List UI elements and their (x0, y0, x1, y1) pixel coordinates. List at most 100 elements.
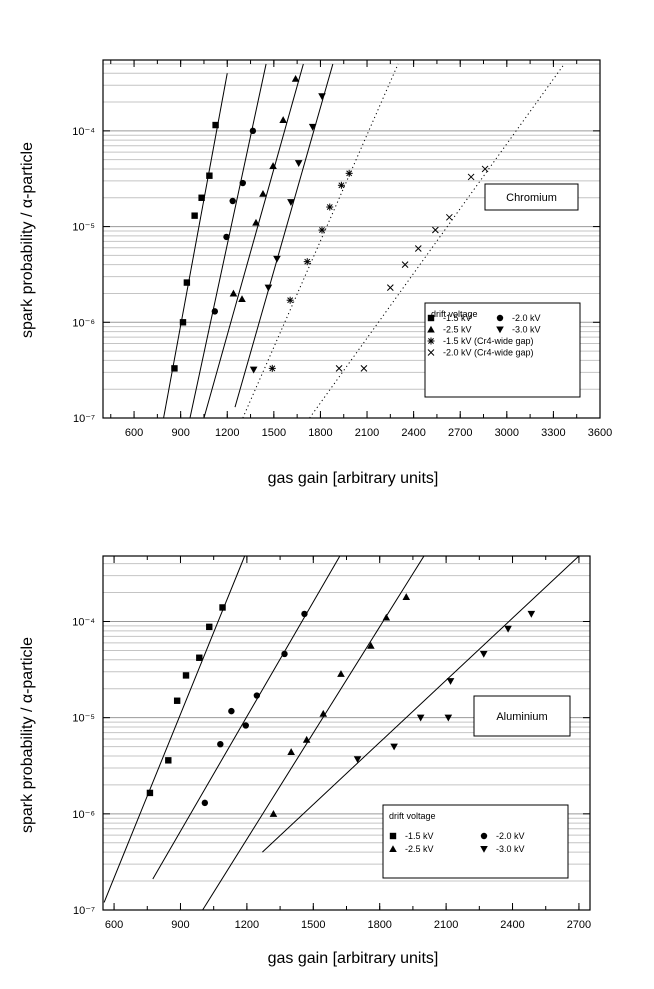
legend-entry: -1.5 kV (405, 831, 434, 841)
y-tick-label: 10⁻⁴ (72, 617, 95, 629)
x-tick-label: 1800 (308, 427, 332, 439)
data-point (390, 743, 398, 751)
data-point (481, 165, 489, 173)
data-point (303, 258, 311, 266)
grid (103, 63, 600, 390)
legend-entry: -2.0 kV (512, 313, 541, 323)
data-point (269, 162, 277, 169)
legend: drift voltage-1.5 kV -2.0 kV-2.5 kV -3.0 k… (382, 804, 569, 879)
y-tick-label: 10⁻⁵ (72, 222, 95, 234)
data-point (414, 245, 422, 252)
x-tick-label: 1800 (367, 919, 391, 931)
x-tick-label: 1200 (215, 427, 239, 439)
data-point (206, 623, 213, 631)
data-point (326, 203, 334, 211)
legend-marker (427, 349, 435, 356)
sample-label-box (473, 695, 571, 737)
data-point (301, 610, 308, 618)
data-point (264, 284, 273, 292)
legend-entry: -2.0 kV (Cr4-wide gap) (443, 348, 534, 358)
legend-entry: -1.5 kV (Cr4-wide gap) (443, 336, 534, 346)
sample-label: Aluminium (496, 711, 547, 723)
x-tick-label: 2100 (355, 427, 379, 439)
data-point (228, 707, 235, 715)
x-tick-label: 1200 (235, 919, 259, 931)
data-point (287, 748, 295, 755)
data-point (165, 757, 172, 764)
data-point (179, 319, 187, 326)
data-point (446, 678, 455, 685)
data-point (201, 799, 209, 807)
data-point (479, 650, 488, 658)
y-axis-title: spark probability / α-particle (19, 142, 36, 338)
data-point (467, 173, 475, 181)
legend-marker (496, 326, 504, 334)
x-tick-label: 600 (105, 919, 123, 931)
data-point (416, 714, 425, 722)
legend-marker (480, 846, 488, 853)
chromium-chart: 600 900 1200 1500 1800 2100 2400 2700 3000 3300 36… (19, 59, 612, 487)
x-axis-title: gas gain [arbitrary units] (268, 950, 439, 967)
x-tick-label: 1500 (301, 919, 325, 931)
sample-label: Chromium (506, 192, 557, 204)
data-point (302, 735, 311, 743)
data-point (183, 279, 191, 286)
fit-line (234, 63, 334, 408)
fit-line (103, 556, 246, 903)
data-point (259, 190, 267, 197)
legend-title: drift voltage (431, 309, 478, 319)
data-point (198, 194, 205, 201)
data-point (223, 233, 230, 241)
x-tick-label: 2100 (434, 919, 458, 931)
fit-line (152, 556, 341, 880)
data-point (294, 160, 303, 167)
x-tick-label: 900 (171, 427, 189, 439)
data-point (219, 604, 226, 611)
y-tick-label: 10⁻⁷ (73, 905, 95, 917)
data-point (252, 218, 260, 226)
data-point (367, 641, 375, 649)
data-point (249, 127, 257, 135)
legend-entry: -2.0 kV (496, 831, 525, 841)
plot-area (103, 556, 580, 910)
data-point (191, 212, 198, 219)
data-point (319, 709, 328, 717)
data-point (504, 625, 512, 633)
legend-entry: -1.5 kV (443, 313, 472, 323)
data-point (318, 93, 326, 101)
data-point (345, 169, 353, 177)
data-point (401, 261, 409, 269)
data-point (211, 308, 219, 315)
plot-area (163, 63, 565, 418)
fit-line (163, 73, 228, 418)
legend-marker (389, 832, 397, 840)
x-tick-label: 3000 (495, 427, 519, 439)
data-point (146, 789, 154, 797)
data-point (268, 364, 276, 372)
data-point (353, 756, 362, 763)
x-tick-label: 2700 (448, 427, 472, 439)
y-tick-label: 10⁻⁵ (72, 713, 95, 725)
data-point (382, 613, 391, 621)
x-tick-label: 3300 (541, 427, 565, 439)
x-tick-label: 1500 (262, 427, 286, 439)
legend: drift voltage-1.5 kV -2.0 kV -2.5 kV -3.0 k… (424, 302, 581, 398)
x-tick-label: 900 (171, 919, 189, 931)
legend-entry: -2.5 kV (443, 325, 472, 335)
data-point (279, 116, 287, 123)
fit-line (189, 63, 267, 418)
y-tick-label: 10⁻⁶ (72, 317, 95, 329)
fit-line (203, 63, 304, 418)
data-point (432, 226, 439, 234)
legend-entry: -3.0 kV (512, 325, 541, 335)
y-tick-label: 10⁻⁷ (73, 413, 95, 425)
data-point (206, 172, 213, 179)
legend-marker (389, 845, 397, 852)
fit-line (202, 556, 425, 910)
data-point (445, 213, 453, 221)
data-point (238, 295, 246, 303)
data-point (335, 365, 343, 372)
data-point (360, 365, 368, 372)
legend-marker (496, 314, 504, 322)
